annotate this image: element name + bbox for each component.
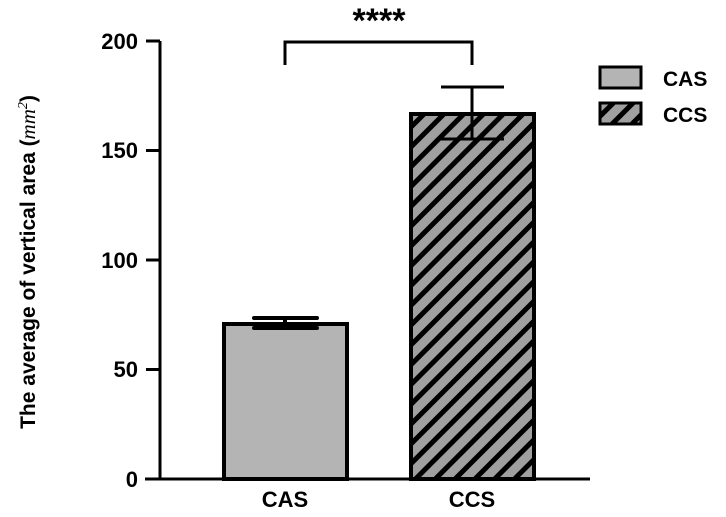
legend-label-ccs: CCS [663,104,707,127]
bar-cas [222,322,349,481]
y-tick-label-150: 150 [101,138,138,163]
legend-swatch-cas [598,65,643,90]
y-tick-label-100: 100 [101,248,138,273]
y-ticks [146,39,160,481]
error-bar-ccs [441,85,504,141]
x-tick-label-ccs: CCS [449,487,495,512]
significance-label: **** [353,2,407,40]
y-tick-label-0: 0 [126,467,138,492]
y-tick-label-50: 50 [114,357,138,382]
legend-label-cas: CAS [663,68,707,91]
bar-ccs [409,112,536,481]
x-tick-label-cas: CAS [262,487,308,512]
legend-swatch-ccs [598,101,643,126]
y-axis-title: The average of vertical area (mm2) [16,95,40,429]
legend: CAS CCS [598,65,707,127]
y-tick-label-200: 200 [101,29,138,54]
error-bar-cas [252,316,319,330]
significance-bracket [283,40,474,65]
